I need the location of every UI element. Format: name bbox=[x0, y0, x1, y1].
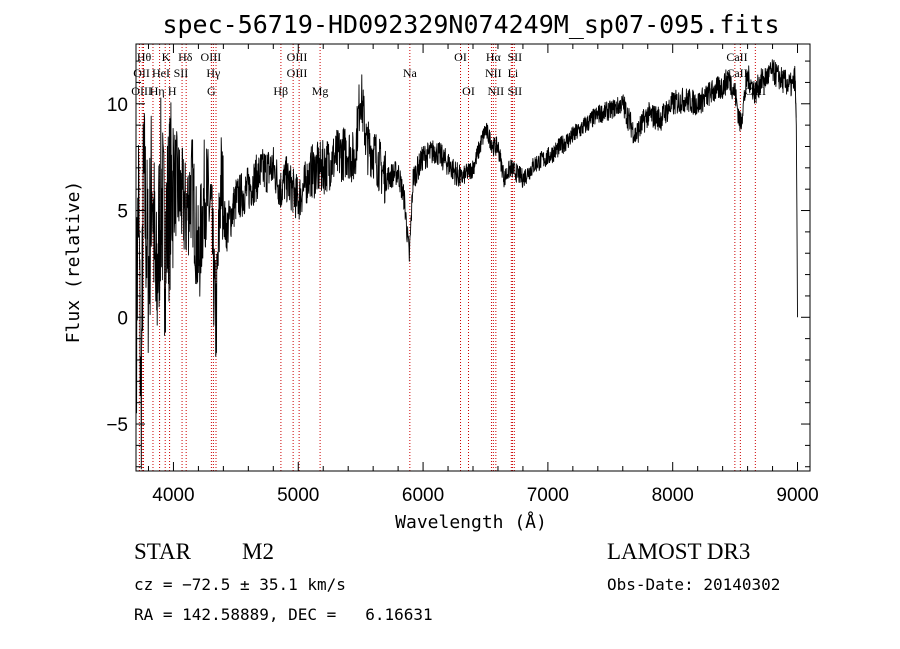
y-tick-label: 0 bbox=[117, 308, 128, 329]
line-label: SII bbox=[507, 84, 522, 98]
x-tick-label: 6000 bbox=[402, 485, 444, 506]
line-label: NII bbox=[488, 84, 505, 98]
observation-date: Obs-Date: 20140302 bbox=[607, 575, 780, 594]
x-tick-label: 5000 bbox=[277, 485, 319, 506]
plot-frame bbox=[135, 43, 811, 472]
line-label: OI bbox=[454, 50, 467, 64]
line-label: SII bbox=[174, 66, 189, 80]
y-tick-label: −5 bbox=[106, 415, 128, 436]
line-label: Hδ bbox=[178, 50, 193, 64]
line-label: CaII bbox=[726, 66, 747, 80]
spectrum-series-line bbox=[136, 59, 798, 470]
line-label: K bbox=[162, 50, 171, 64]
line-label: NII bbox=[485, 66, 502, 80]
y-tick-label: 5 bbox=[117, 202, 128, 223]
x-tick-label: 9000 bbox=[776, 485, 818, 506]
line-label: OIII bbox=[201, 50, 222, 64]
redshift-velocity: cz = −72.5 ± 35.1 km/s bbox=[134, 575, 346, 594]
line-label: Hβ bbox=[273, 84, 288, 98]
x-tick-label: 8000 bbox=[652, 485, 694, 506]
object-class: STAR bbox=[134, 539, 192, 564]
line-label: OIII bbox=[287, 66, 308, 80]
line-label: OI bbox=[462, 84, 475, 98]
line-label: HeI bbox=[152, 66, 170, 80]
x-axis-label: Wavelength (Å) bbox=[395, 511, 547, 533]
line-label: OII bbox=[133, 66, 150, 80]
line-label: CaII bbox=[726, 50, 747, 64]
line-label: Hη bbox=[150, 84, 165, 98]
line-label: Hγ bbox=[206, 66, 221, 80]
spectral-subclass: M2 bbox=[242, 539, 274, 564]
line-label: Li bbox=[508, 66, 519, 80]
y-tick-label: 10 bbox=[107, 95, 128, 116]
line-label: Hα bbox=[486, 50, 502, 64]
survey-name: LAMOST DR3 bbox=[607, 539, 750, 564]
sky-coordinates: RA = 142.58889, DEC = 6.16631 bbox=[134, 605, 433, 624]
line-label: CaII bbox=[745, 84, 766, 98]
chart-title: spec-56719-HD092329N074249M_sp07-095.fit… bbox=[162, 10, 779, 39]
line-label: Hθ bbox=[137, 50, 152, 64]
line-label: SII bbox=[507, 50, 522, 64]
plot-layer: 4000 5000 6000 7000 8000 9000 −5 0 5 10 Hθ K Hδ OIII O… bbox=[106, 44, 819, 506]
x-tick-label: 7000 bbox=[527, 485, 569, 506]
line-label: Na bbox=[403, 66, 418, 80]
line-label: OIII bbox=[287, 50, 308, 64]
y-axis-label: Flux (relative) bbox=[63, 181, 84, 344]
x-tick-label: 4000 bbox=[152, 485, 194, 506]
line-label: G bbox=[207, 84, 216, 98]
line-label: H bbox=[168, 84, 177, 98]
line-label: Mg bbox=[312, 84, 329, 98]
